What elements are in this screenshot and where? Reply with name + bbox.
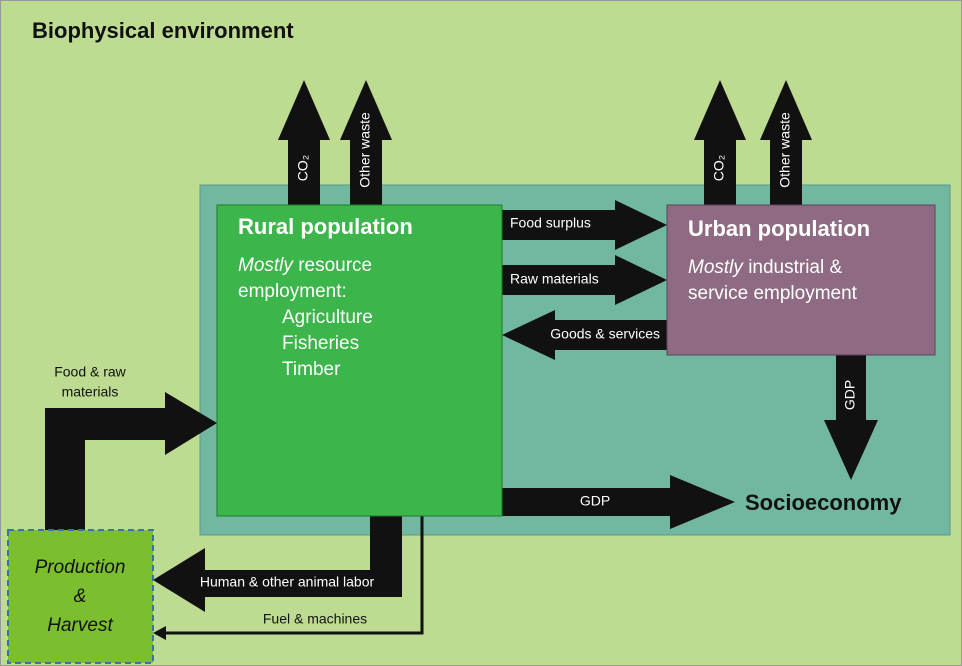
arrow-label: Goods & services (550, 326, 660, 342)
rural-item: Fisheries (282, 333, 359, 354)
arrow (760, 80, 812, 206)
arrow (340, 80, 392, 206)
arrow-label: Fuel & machines (263, 611, 367, 627)
arrow (502, 200, 667, 250)
rural-item: Timber (282, 359, 341, 380)
text: resource (298, 255, 372, 276)
arrow-label: GDP (842, 380, 858, 410)
emphasis: Mostly (238, 255, 294, 276)
rural-text: employment: (238, 281, 347, 302)
rural-box (216, 204, 503, 517)
production-label: & (74, 586, 87, 607)
rural-title: Rural population (238, 214, 413, 239)
text: industrial & (748, 257, 842, 278)
urban-text: service employment (688, 283, 858, 304)
arrow (502, 255, 667, 305)
arrow-label: CO₂ (295, 155, 311, 181)
urban-box (666, 204, 936, 356)
arrow (502, 310, 667, 360)
urban-title: Urban population (688, 216, 870, 241)
arrow (278, 80, 330, 206)
title: Biophysical environment (32, 18, 294, 43)
rural-text: Mostly resource (238, 255, 372, 276)
arrow-label: Food & raw (54, 364, 126, 380)
arrow-line (162, 510, 424, 635)
rural-item: Agriculture (282, 307, 373, 328)
emphasis: Mostly (688, 257, 744, 278)
arrow (153, 510, 402, 612)
arrow-label: Human & other animal labor (200, 574, 375, 590)
arrow-label: Food surplus (510, 215, 591, 231)
arrow-label: GDP (580, 493, 610, 509)
arrow (824, 355, 878, 480)
arrow (502, 475, 735, 529)
arrow-label: CO₂ (711, 155, 727, 181)
arrow (45, 392, 217, 532)
arrow-label: materials (62, 384, 119, 400)
arrow-label: Other waste (357, 112, 373, 188)
arrow-head (153, 626, 166, 640)
arrow-label: Raw materials (510, 271, 599, 287)
arrow (694, 80, 746, 206)
socioeconomy-label: Socioeconomy (745, 490, 902, 515)
production-box (7, 529, 154, 664)
production-label: Production (35, 557, 126, 578)
production-label: Harvest (47, 615, 113, 636)
urban-text: Mostly industrial & (688, 257, 843, 278)
arrow-label: Other waste (777, 112, 793, 188)
